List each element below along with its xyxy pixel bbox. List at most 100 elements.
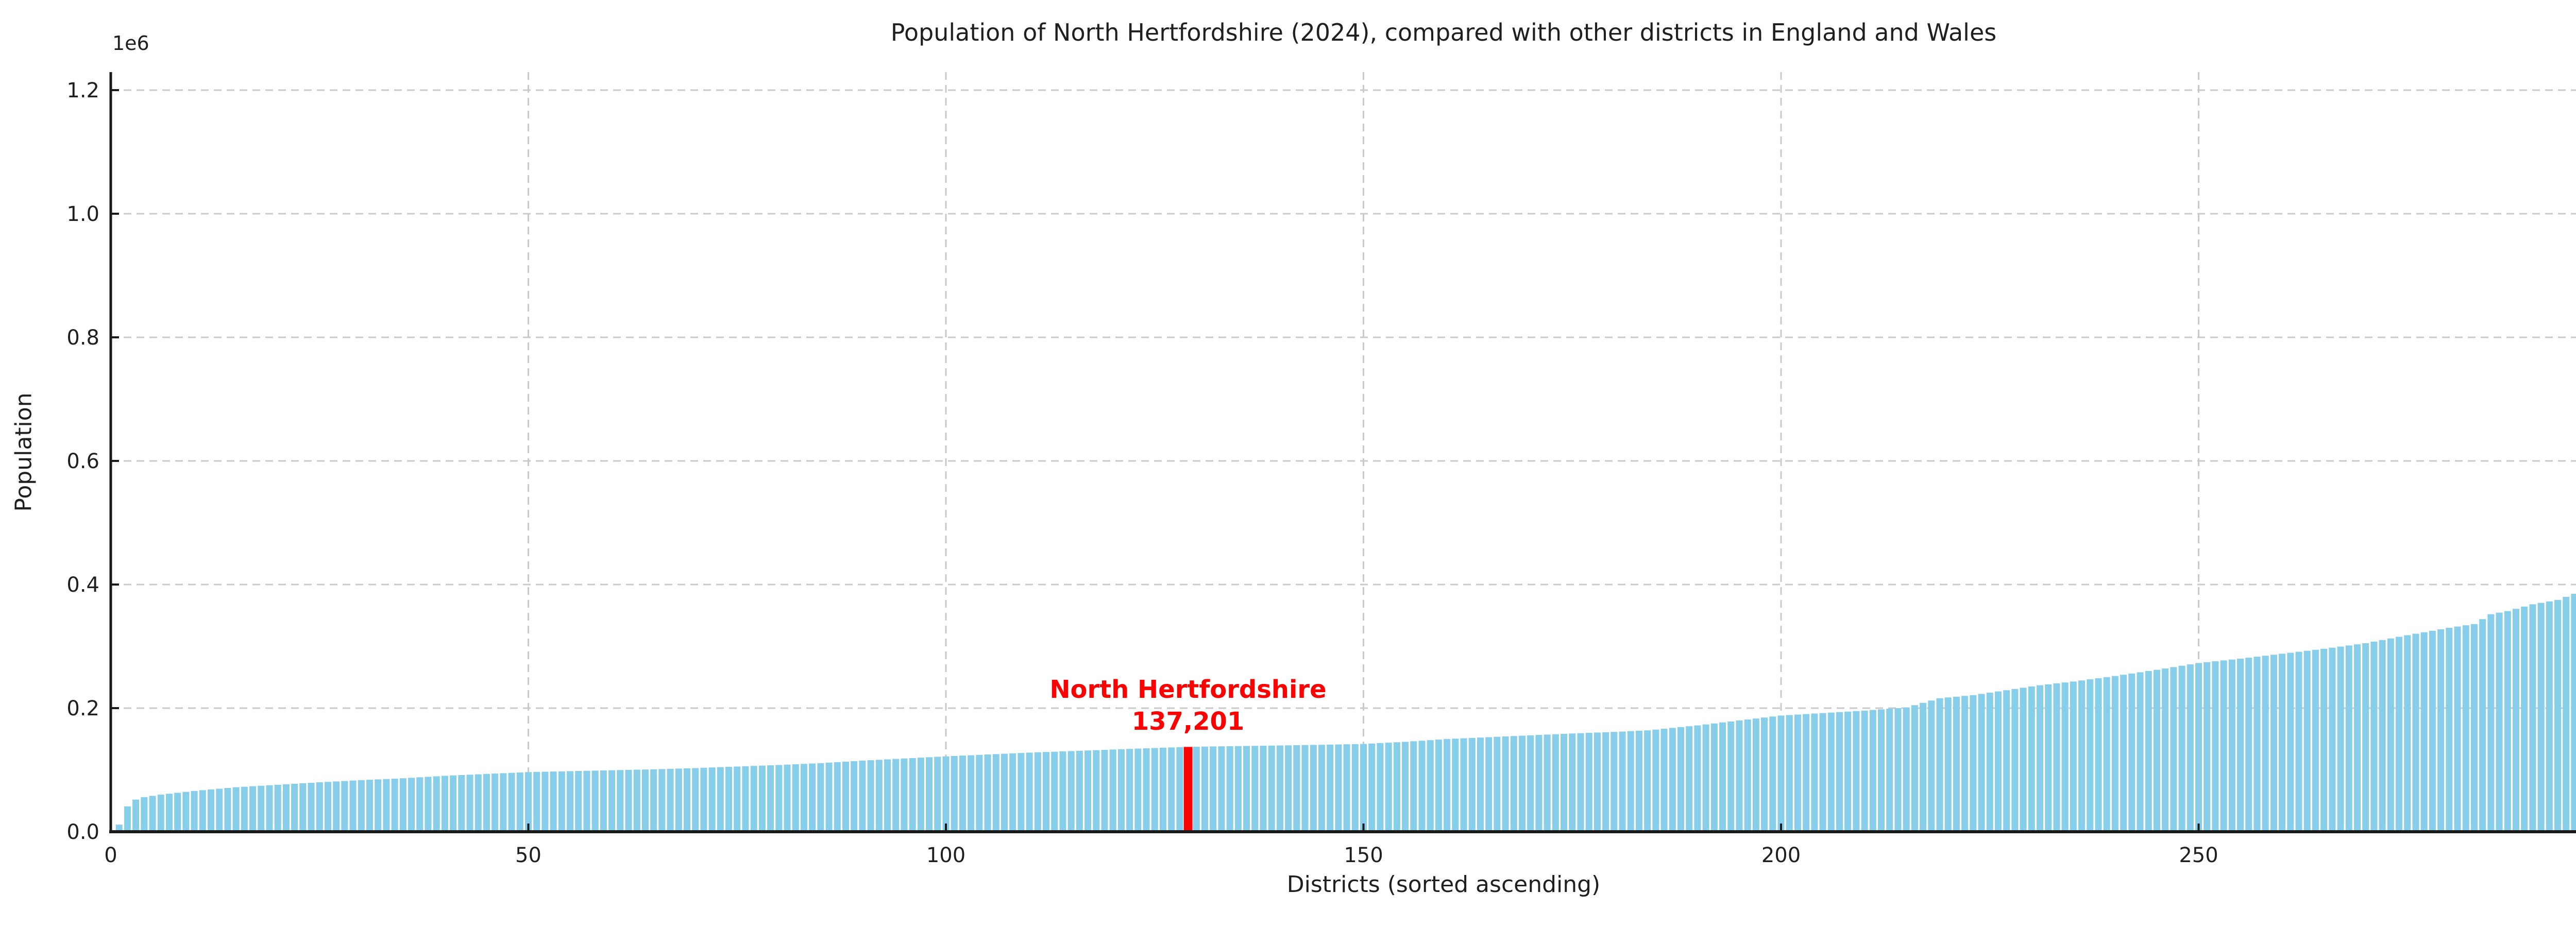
- bar: [2253, 657, 2261, 832]
- bar: [992, 754, 999, 832]
- bar: [909, 758, 916, 832]
- bar: [1018, 753, 1025, 832]
- bar: [1736, 720, 1743, 832]
- bar: [608, 770, 616, 832]
- bar: [1143, 748, 1150, 832]
- bar: [1978, 694, 1985, 832]
- bar: [658, 769, 666, 832]
- bar: [2111, 676, 2119, 832]
- bar: [934, 757, 941, 832]
- bar: [124, 806, 131, 832]
- bar: [1444, 739, 1451, 832]
- bar: [1084, 750, 1092, 832]
- bar: [1986, 693, 1993, 832]
- bar: [1786, 715, 1793, 832]
- bar: [1861, 710, 1868, 832]
- bar: [1853, 711, 1860, 832]
- bar: [2353, 644, 2361, 832]
- y-axis-scale-offset: 1e6: [112, 32, 149, 55]
- bar: [2228, 659, 2235, 832]
- bar: [1268, 745, 1275, 832]
- bar: [383, 779, 390, 832]
- bar: [1619, 731, 1626, 832]
- bar: [1494, 736, 1501, 832]
- y-tick-label: 1.0: [66, 202, 99, 226]
- bar: [2429, 630, 2436, 832]
- bar: [976, 754, 983, 832]
- bar: [483, 774, 490, 832]
- bar: [1811, 713, 1818, 832]
- bar: [1752, 718, 1759, 832]
- bar: [308, 782, 315, 832]
- bar: [1351, 744, 1359, 832]
- bar: [1886, 709, 1893, 832]
- bar: [1611, 732, 1618, 832]
- bar: [2237, 659, 2244, 832]
- bar: [2537, 603, 2545, 832]
- bar: [2037, 685, 2044, 832]
- bar: [1827, 712, 1835, 832]
- bar: [458, 775, 465, 832]
- x-tick-label: 0: [104, 844, 117, 867]
- bar: [591, 770, 599, 832]
- bar: [1260, 745, 1267, 832]
- bar: [775, 765, 783, 832]
- bar: [1051, 751, 1058, 832]
- bar: [174, 793, 181, 832]
- y-tick-label: 0.0: [66, 820, 99, 844]
- bar: [2262, 656, 2269, 832]
- bar: [2571, 594, 2576, 832]
- bar: [1652, 729, 1659, 832]
- bar: [834, 762, 841, 832]
- bar: [1335, 744, 1342, 832]
- bar: [1936, 698, 1943, 832]
- bar: [258, 785, 265, 832]
- bar: [2287, 653, 2294, 832]
- bar: [1468, 737, 1476, 832]
- bar: [291, 783, 298, 832]
- bar: [1327, 744, 1334, 832]
- y-tick-label: 0.8: [66, 326, 99, 350]
- bar: [2003, 690, 2010, 832]
- bar: [2462, 625, 2469, 832]
- bar: [1368, 743, 1376, 832]
- bar: [199, 790, 206, 832]
- bar: [1894, 708, 1902, 832]
- bar: [341, 781, 348, 832]
- bar: [316, 782, 323, 832]
- bar: [2020, 688, 2027, 832]
- bar: [2120, 675, 2127, 832]
- bar: [141, 797, 148, 832]
- bar: [2337, 646, 2344, 832]
- bar: [1343, 744, 1350, 832]
- bar: [399, 778, 406, 832]
- bar: [1552, 734, 1559, 832]
- bar: [1276, 745, 1283, 832]
- bar: [182, 792, 190, 832]
- y-tick-label: 0.2: [66, 697, 99, 720]
- bar: [1544, 734, 1551, 832]
- bar: [1151, 748, 1158, 832]
- bar: [2028, 686, 2035, 832]
- bar: [1101, 750, 1108, 832]
- bar: [1803, 714, 1810, 832]
- bar: [817, 763, 824, 832]
- bar: [1059, 751, 1066, 832]
- bar: [2563, 597, 2570, 832]
- bar: [541, 771, 549, 832]
- bar: [1710, 723, 1718, 832]
- bar: [884, 759, 891, 832]
- bar: [1009, 753, 1016, 832]
- y-tick-label: 0.4: [66, 573, 99, 597]
- bar: [2312, 649, 2319, 832]
- bar: [2487, 614, 2495, 832]
- bar: [2170, 667, 2177, 832]
- bar: [567, 771, 574, 832]
- bar: [1794, 714, 1801, 832]
- highlight-district-name: North Hertfordshire: [1049, 675, 1327, 704]
- bar: [349, 780, 357, 832]
- bar: [232, 787, 240, 832]
- bar: [149, 796, 156, 832]
- bar: [800, 764, 807, 832]
